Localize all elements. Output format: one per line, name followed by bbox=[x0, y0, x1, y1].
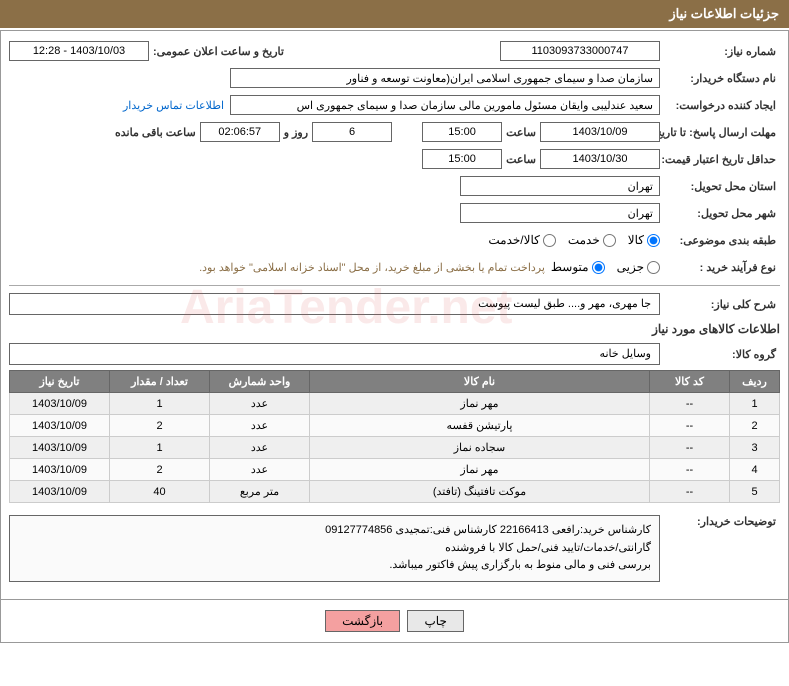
city-field: تهران bbox=[460, 203, 660, 223]
buyer-notes-label: توضیحات خریدار: bbox=[660, 509, 780, 530]
province-label: استان محل تحویل: bbox=[660, 178, 780, 195]
contact-link[interactable]: اطلاعات تماس خریدار bbox=[123, 99, 224, 112]
th-date: تاریخ نیاز bbox=[10, 371, 110, 393]
th-unit: واحد شمارش bbox=[210, 371, 310, 393]
deadline-time-field: 15:00 bbox=[422, 122, 502, 142]
requester-field: سعید عندلیبی وایقان مسئول مامورین مالی س… bbox=[230, 95, 660, 115]
general-desc-label: شرح کلی نیاز: bbox=[660, 296, 780, 313]
table-row: 4--مهر نمازعدد21403/10/09 bbox=[10, 459, 780, 481]
category-radio-group: کالا خدمت کالا/خدمت bbox=[488, 233, 660, 247]
province-field: تهران bbox=[460, 176, 660, 196]
time-label-2: ساعت bbox=[502, 151, 540, 168]
requester-label: ایجاد کننده درخواست: bbox=[660, 97, 780, 114]
table-row: 2--پارتیشن قفسهعدد21403/10/09 bbox=[10, 415, 780, 437]
radio-service[interactable]: خدمت bbox=[568, 233, 616, 247]
table-row: 1--مهر نمازعدد11403/10/09 bbox=[10, 393, 780, 415]
need-number-field: 1103093733000747 bbox=[500, 41, 660, 61]
print-button[interactable]: چاپ bbox=[407, 610, 463, 632]
goods-table: ردیف کد کالا نام کالا واحد شمارش تعداد /… bbox=[9, 370, 780, 503]
th-qty: تعداد / مقدار bbox=[110, 371, 210, 393]
buyer-notes-line: کارشناس خرید:رافعی 22166413 کارشناس فنی:… bbox=[18, 522, 651, 540]
need-number-label: شماره نیاز: bbox=[660, 43, 780, 60]
validity-date-field: 1403/10/30 bbox=[540, 149, 660, 169]
panel-title: جزئیات اطلاعات نیاز bbox=[0, 0, 789, 28]
validity-time-field: 15:00 bbox=[422, 149, 502, 169]
buyer-notes-box: کارشناس خرید:رافعی 22166413 کارشناس فنی:… bbox=[9, 515, 660, 582]
city-label: شهر محل تحویل: bbox=[660, 205, 780, 222]
announce-date-label: تاریخ و ساعت اعلان عمومی: bbox=[149, 43, 288, 60]
process-radio-group: جزیی متوسط bbox=[551, 260, 660, 274]
buyer-notes-line: بررسی فنی و مالی منوط به بارگزاری پیش فا… bbox=[18, 557, 651, 575]
goods-group-field: وسایل خانه bbox=[9, 343, 660, 365]
announce-date-field: 1403/10/03 - 12:28 bbox=[9, 41, 149, 61]
category-label: طبقه بندی موضوعی: bbox=[660, 232, 780, 249]
deadline-label: مهلت ارسال پاسخ: تا تاریخ: bbox=[660, 124, 780, 141]
general-desc-field: جا مهری، مهر و.... طبق لیست پیوست bbox=[9, 293, 660, 315]
days-remain-field: 6 bbox=[312, 122, 392, 142]
button-row: چاپ بازگشت bbox=[0, 600, 789, 643]
radio-small[interactable]: جزیی bbox=[617, 260, 660, 274]
radio-medium[interactable]: متوسط bbox=[551, 260, 605, 274]
back-button[interactable]: بازگشت bbox=[325, 610, 400, 632]
form-panel: AriaTender.net شماره نیاز: 1103093733000… bbox=[0, 30, 789, 600]
radio-both[interactable]: کالا/خدمت bbox=[488, 233, 555, 247]
th-row: ردیف bbox=[730, 371, 780, 393]
divider-1 bbox=[9, 285, 780, 286]
time-suffix-label: ساعت باقی مانده bbox=[111, 124, 200, 141]
table-row: 3--سجاده نمازعدد11403/10/09 bbox=[10, 437, 780, 459]
radio-goods[interactable]: کالا bbox=[628, 233, 660, 247]
th-code: کد کالا bbox=[650, 371, 730, 393]
purchase-process-label: نوع فرآیند خرید : bbox=[660, 259, 780, 276]
buyer-org-label: نام دستگاه خریدار: bbox=[660, 70, 780, 87]
goods-section-title: اطلاعات کالاهای مورد نیاز bbox=[9, 322, 780, 336]
deadline-date-field: 1403/10/09 bbox=[540, 122, 660, 142]
table-row: 5--موکت تافتینگ (تافتد)متر مربع401403/10… bbox=[10, 481, 780, 503]
validity-label: حداقل تاریخ اعتبار قیمت: تا تاریخ: bbox=[660, 151, 780, 168]
time-label-1: ساعت bbox=[502, 124, 540, 141]
th-name: نام کالا bbox=[310, 371, 650, 393]
goods-group-label: گروه کالا: bbox=[660, 346, 780, 363]
table-header-row: ردیف کد کالا نام کالا واحد شمارش تعداد /… bbox=[10, 371, 780, 393]
payment-note: پرداخت تمام یا بخشی از مبلغ خرید، از محل… bbox=[199, 261, 551, 274]
buyer-notes-line: گارانتی/خدمات/تایید فنی/حمل کالا با فروش… bbox=[18, 540, 651, 558]
hours-remain-field: 02:06:57 bbox=[200, 122, 280, 142]
buyer-org-field: سازمان صدا و سیمای جمهوری اسلامی ایران(م… bbox=[230, 68, 660, 88]
days-and-label: روز و bbox=[280, 124, 312, 141]
